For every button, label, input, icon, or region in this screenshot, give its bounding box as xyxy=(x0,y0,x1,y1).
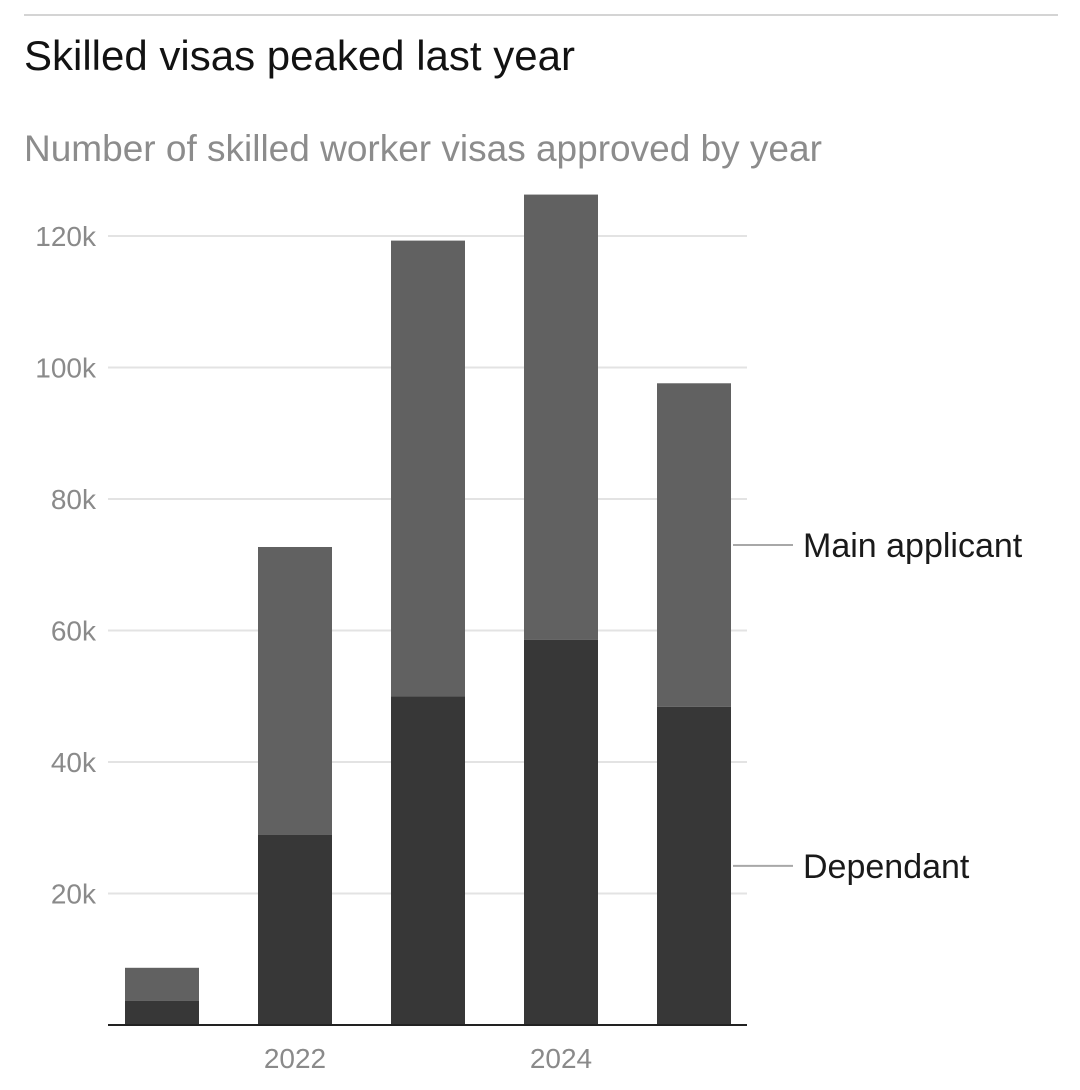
legend-label-dependant: Dependant xyxy=(803,848,970,886)
y-tick-label: 20k xyxy=(51,879,97,910)
y-tick-label: 120k xyxy=(35,221,97,252)
y-tick-label: 40k xyxy=(51,747,97,778)
x-tick-label: 2024 xyxy=(530,1043,592,1074)
bar-main-applicant xyxy=(524,194,598,640)
legend-label-main-applicant: Main applicant xyxy=(803,527,1023,565)
top-rule xyxy=(24,14,1058,16)
y-tick-label: 60k xyxy=(51,616,97,647)
bar-dependant xyxy=(125,1000,199,1025)
y-tick-label: 100k xyxy=(35,353,97,384)
bar-dependant xyxy=(524,639,598,1025)
bar-main-applicant xyxy=(125,967,199,1001)
bar-main-applicant xyxy=(391,240,465,697)
bar-dependant xyxy=(258,834,332,1025)
bar-dependant xyxy=(657,706,731,1025)
chart-subtitle: Number of skilled worker visas approved … xyxy=(24,128,822,169)
x-tick-label: 2022 xyxy=(264,1043,326,1074)
bar-main-applicant xyxy=(258,546,332,835)
bar-dependant xyxy=(391,696,465,1025)
chart-title: Skilled visas peaked last year xyxy=(24,32,575,79)
bar-main-applicant xyxy=(657,383,731,707)
y-tick-label: 80k xyxy=(51,484,97,515)
